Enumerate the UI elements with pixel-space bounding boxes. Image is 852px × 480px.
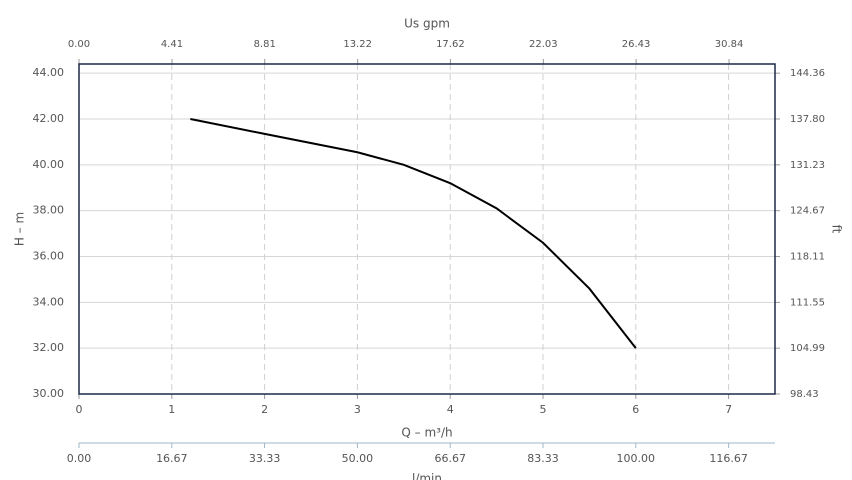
bottom-tick-label: 116.67: [709, 452, 748, 465]
y-axis-title: H – m: [13, 212, 27, 246]
y2-tick-label: 111.55: [790, 297, 825, 308]
top-tick-label: 4.41: [161, 39, 183, 50]
y-tick-label: 34.00: [33, 295, 65, 308]
x-tick-label: 0: [76, 403, 83, 416]
x-axis-title: Q – m³/h: [401, 426, 452, 440]
y2-tick-label: 131.23: [790, 160, 825, 171]
bottom-tick-label: 66.67: [434, 452, 466, 465]
y2-tick-label: 137.80: [790, 114, 825, 125]
x-tick-label: 1: [168, 403, 175, 416]
x-tick-label: 4: [447, 403, 454, 416]
curve: [190, 118, 637, 349]
y2-tick-label: 118.11: [790, 252, 825, 263]
bottom-tick-label: 50.00: [342, 452, 374, 465]
top-tick-label: 8.81: [254, 39, 276, 50]
y-tick-label: 30.00: [33, 387, 65, 400]
y-tick-label: 36.00: [33, 250, 65, 263]
bottom-tick-label: 33.33: [249, 452, 281, 465]
top-tick-label: 26.43: [622, 39, 651, 50]
bottom-tick-label: 100.00: [617, 452, 656, 465]
bottom-tick-label: 83.33: [527, 452, 559, 465]
x-tick-label: 2: [261, 403, 268, 416]
y2-tick-label: 144.36: [790, 68, 825, 79]
x-tick-label: 5: [540, 403, 547, 416]
top-tick-label: 30.84: [715, 39, 744, 50]
y2-tick-label: 124.67: [790, 206, 825, 217]
x-tick-label: 3: [354, 403, 361, 416]
x-tick-label: 7: [725, 403, 732, 416]
y-tick-label: 32.00: [33, 341, 65, 354]
bottom-tick-label: 0.00: [67, 452, 92, 465]
bottom-tick-label: 16.67: [156, 452, 188, 465]
top-tick-label: 13.22: [343, 39, 372, 50]
plot-frame: [78, 63, 776, 395]
y-tick-label: 38.00: [33, 204, 65, 217]
y-tick-label: 44.00: [33, 66, 65, 79]
y2-tick-label: 98.43: [790, 389, 819, 400]
top-tick-label: 22.03: [529, 39, 558, 50]
bottom-axis-title: l/min: [412, 472, 442, 480]
y-tick-label: 42.00: [33, 112, 65, 125]
y2-tick-label: 104.99: [790, 343, 825, 354]
y2-axis-title: ft: [830, 225, 844, 234]
top-tick-label: 17.62: [436, 39, 465, 50]
y-tick-label: 40.00: [33, 158, 65, 171]
top-axis-title: Us gpm: [404, 17, 450, 31]
top-tick-label: 0.00: [68, 39, 90, 50]
x-tick-label: 6: [632, 403, 639, 416]
